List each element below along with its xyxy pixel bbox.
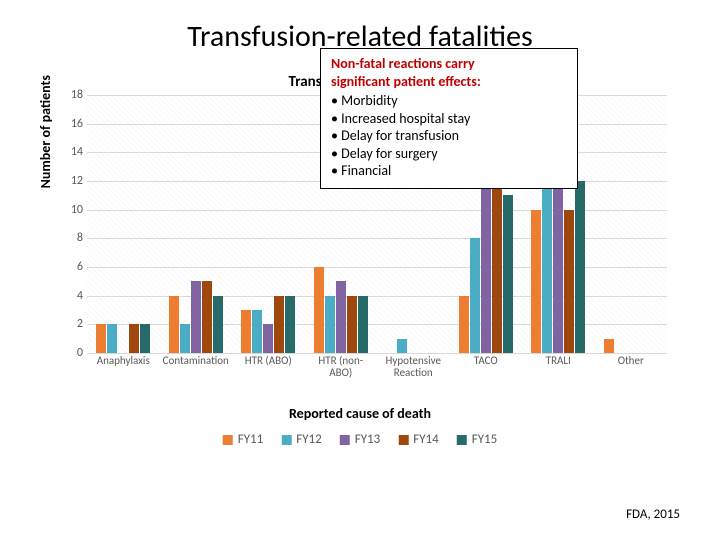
callout-item: Morbidity bbox=[331, 92, 567, 110]
y-tick-label: 0 bbox=[67, 346, 83, 360]
x-axis-label: Reported cause of death bbox=[289, 405, 431, 422]
bar bbox=[358, 296, 368, 353]
bar bbox=[274, 296, 284, 353]
legend-swatch bbox=[340, 435, 350, 445]
y-tick-label: 12 bbox=[67, 174, 83, 188]
legend-swatch bbox=[398, 435, 408, 445]
y-tick-label: 4 bbox=[67, 289, 83, 303]
bar bbox=[252, 310, 262, 353]
bar bbox=[285, 296, 295, 353]
legend-swatch bbox=[281, 435, 291, 445]
y-tick-label: 6 bbox=[67, 260, 83, 274]
bar bbox=[531, 210, 541, 353]
bar bbox=[241, 310, 251, 353]
bar bbox=[213, 296, 223, 353]
bar bbox=[107, 324, 117, 353]
bar bbox=[180, 324, 190, 353]
y-tick-label: 8 bbox=[67, 231, 83, 245]
legend-label: FY15 bbox=[472, 432, 498, 447]
bar bbox=[202, 281, 212, 353]
y-tick-label: 18 bbox=[67, 88, 83, 102]
x-tick-label: Other bbox=[595, 355, 668, 367]
bar-group bbox=[87, 324, 160, 353]
bar bbox=[470, 238, 480, 353]
bar bbox=[129, 324, 139, 353]
bar bbox=[336, 281, 346, 353]
y-tick-label: 16 bbox=[67, 117, 83, 131]
callout-item: Delay for surgery bbox=[331, 145, 567, 163]
x-tick-label: HypotensiveReaction bbox=[377, 355, 450, 379]
bar bbox=[96, 324, 106, 353]
x-tick-label: Anaphylaxis bbox=[87, 355, 160, 367]
callout-item: Delay for transfusion bbox=[331, 127, 567, 145]
legend-swatch bbox=[223, 435, 233, 445]
bar bbox=[575, 181, 585, 353]
callout-heading: Non-fatal reactions carrysignificant pat… bbox=[331, 55, 567, 90]
slide: Transfusion-related fatalities Transfusi… bbox=[0, 0, 720, 540]
y-tick-label: 10 bbox=[67, 203, 83, 217]
legend-label: FY13 bbox=[355, 432, 381, 447]
x-tick-label: TACO bbox=[450, 355, 523, 367]
legend-item: FY14 bbox=[398, 432, 439, 447]
bar bbox=[191, 281, 201, 353]
bar bbox=[325, 296, 335, 353]
legend: FY11 FY12 FY13 FY14 FY15 bbox=[223, 432, 498, 447]
bar bbox=[459, 296, 469, 353]
bar bbox=[604, 339, 614, 353]
bar bbox=[140, 324, 150, 353]
bar bbox=[481, 167, 491, 353]
bar-group bbox=[232, 296, 305, 353]
x-tick-label: Contamination bbox=[160, 355, 233, 367]
bar bbox=[503, 195, 513, 353]
bar-group bbox=[595, 339, 668, 353]
legend-swatch bbox=[457, 435, 467, 445]
x-tick-label: TRALI bbox=[522, 355, 595, 367]
callout-item: Increased hospital stay bbox=[331, 110, 567, 128]
callout-box: Non-fatal reactions carrysignificant pat… bbox=[320, 48, 578, 189]
bar-group bbox=[377, 339, 450, 353]
y-axis-label: Number of patients bbox=[37, 75, 54, 188]
bar bbox=[397, 339, 407, 353]
bar bbox=[263, 324, 273, 353]
y-tick-label: 14 bbox=[67, 145, 83, 159]
legend-label: FY14 bbox=[413, 432, 439, 447]
legend-item: FY12 bbox=[281, 432, 322, 447]
callout-item: Financial bbox=[331, 162, 567, 180]
source-citation: FDA, 2015 bbox=[626, 507, 680, 522]
bar-group bbox=[305, 267, 378, 353]
legend-item: FY11 bbox=[223, 432, 264, 447]
bar bbox=[564, 210, 574, 353]
bar-group bbox=[160, 281, 233, 353]
bar bbox=[314, 267, 324, 353]
bar bbox=[347, 296, 357, 353]
y-tick-label: 2 bbox=[67, 317, 83, 331]
legend-label: FY12 bbox=[296, 432, 322, 447]
legend-item: FY15 bbox=[457, 432, 498, 447]
legend-label: FY11 bbox=[238, 432, 264, 447]
callout-list: MorbidityIncreased hospital stayDelay fo… bbox=[331, 92, 567, 180]
x-tick-label: HTR (non-ABO) bbox=[305, 355, 378, 379]
legend-item: FY13 bbox=[340, 432, 381, 447]
bar bbox=[169, 296, 179, 353]
x-tick-label: HTR (ABO) bbox=[232, 355, 305, 367]
